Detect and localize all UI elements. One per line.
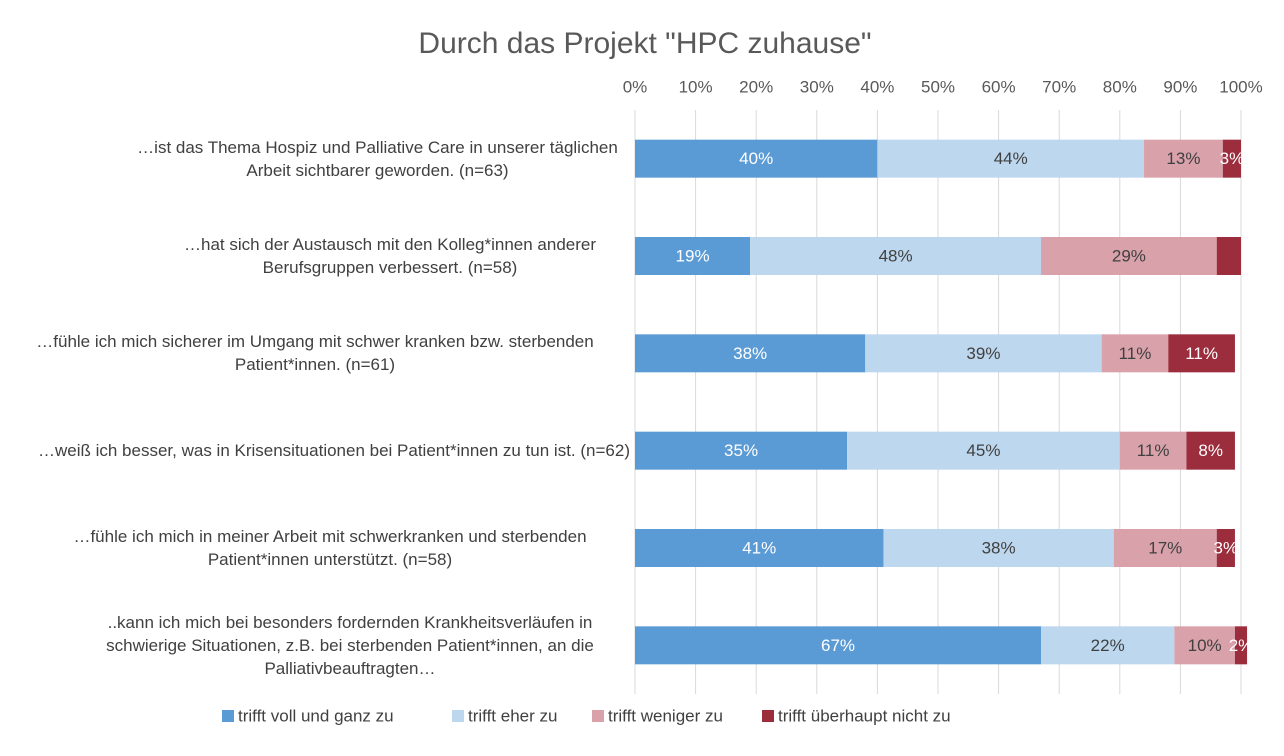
bar-segment bbox=[635, 626, 1042, 665]
bar-segment bbox=[750, 237, 1042, 275]
legend-label: trifft überhaupt nicht zu bbox=[778, 706, 951, 725]
x-tick-label: 50% bbox=[921, 77, 955, 96]
x-tick-label: 10% bbox=[679, 77, 713, 96]
data-label: 41% bbox=[742, 538, 776, 557]
category-label: …fühle ich mich sicherer im Umgang mit s… bbox=[36, 332, 594, 375]
bar-segment bbox=[1216, 237, 1241, 275]
bar-segment bbox=[1101, 334, 1169, 373]
data-label: 40% bbox=[739, 149, 773, 168]
data-label: 19% bbox=[676, 246, 710, 265]
category-label: …ist das Thema Hospiz und Palliative Car… bbox=[137, 137, 618, 180]
bar-segment bbox=[1144, 139, 1223, 178]
bar-segment bbox=[847, 431, 1120, 470]
x-tick-label: 0% bbox=[623, 77, 648, 96]
data-label: 13% bbox=[1166, 149, 1200, 168]
legend-label: trifft voll und ganz zu bbox=[238, 706, 394, 725]
chart-title: Durch das Projekt "HPC zuhause" bbox=[418, 27, 871, 60]
data-label: 11% bbox=[1137, 441, 1170, 460]
bar-segment bbox=[1222, 139, 1241, 178]
legend-swatch bbox=[452, 710, 464, 722]
data-label: 11% bbox=[1119, 344, 1152, 363]
data-label: 35% bbox=[724, 441, 758, 460]
data-label: 38% bbox=[733, 344, 767, 363]
bar-segment bbox=[1174, 626, 1235, 665]
bar-segment bbox=[1168, 334, 1235, 373]
category-label-box: …hat sich der Austausch mit den Kolleg*i… bbox=[150, 207, 630, 304]
category-label: …hat sich der Austausch mit den Kolleg*i… bbox=[183, 234, 597, 277]
data-label: 44% bbox=[994, 149, 1028, 168]
bar-segment bbox=[883, 529, 1114, 567]
x-tick-label: 100% bbox=[1219, 77, 1262, 96]
data-label: 48% bbox=[879, 246, 913, 265]
data-label: 2% bbox=[1229, 636, 1254, 655]
bar-segment bbox=[1119, 431, 1187, 470]
legend-swatch bbox=[592, 710, 604, 722]
bar-segment bbox=[1234, 626, 1248, 665]
bar-segment bbox=[1041, 626, 1175, 665]
x-tick-label: 80% bbox=[1103, 77, 1137, 96]
bar-segment bbox=[1041, 237, 1217, 275]
data-label: 3% bbox=[1214, 538, 1239, 557]
category-label-box: …fühle ich mich in meiner Arbeit mit sch… bbox=[30, 499, 630, 596]
data-label: 17% bbox=[1148, 538, 1182, 557]
bar-segment bbox=[635, 139, 878, 178]
data-label: 39% bbox=[966, 344, 1000, 363]
bar-segment bbox=[635, 334, 866, 373]
bar-segment bbox=[1113, 529, 1217, 567]
x-tick-label: 70% bbox=[1042, 77, 1076, 96]
category-label: …weiß ich besser, was in Krisensituation… bbox=[37, 441, 630, 460]
x-tick-label: 30% bbox=[800, 77, 834, 96]
data-label: 10% bbox=[1188, 636, 1222, 655]
bar-segment bbox=[1216, 529, 1235, 567]
category-label-box: …fühle ich mich sicherer im Umgang mit s… bbox=[0, 305, 630, 402]
data-label: 38% bbox=[982, 538, 1016, 557]
legend-swatch bbox=[222, 710, 234, 722]
data-label: 22% bbox=[1091, 636, 1125, 655]
data-label: 11% bbox=[1185, 344, 1218, 363]
data-label: 45% bbox=[966, 441, 1000, 460]
x-tick-label: 20% bbox=[739, 77, 773, 96]
category-label-box: ..kann ich mich bei besonders fordernden… bbox=[70, 597, 630, 694]
category-label: ..kann ich mich bei besonders fordernden… bbox=[106, 612, 594, 678]
legend-label: trifft eher zu bbox=[468, 706, 557, 725]
legend-label: trifft weniger zu bbox=[608, 706, 723, 725]
x-tick-label: 40% bbox=[860, 77, 894, 96]
bar-segment bbox=[1186, 431, 1235, 470]
bar-segment bbox=[865, 334, 1102, 373]
category-label-box: …ist das Thema Hospiz und Palliative Car… bbox=[125, 110, 630, 207]
bar-segment bbox=[877, 139, 1145, 178]
data-label: 29% bbox=[1112, 246, 1146, 265]
x-tick-label: 90% bbox=[1163, 77, 1197, 96]
legend-swatch bbox=[762, 710, 774, 722]
bar-segment bbox=[635, 529, 884, 567]
data-label: 3% bbox=[1220, 149, 1245, 168]
data-label: 8% bbox=[1198, 441, 1223, 460]
data-label: 67% bbox=[821, 636, 855, 655]
x-tick-label: 60% bbox=[982, 77, 1016, 96]
bar-segment bbox=[635, 431, 848, 470]
category-label: …fühle ich mich in meiner Arbeit mit sch… bbox=[73, 526, 587, 569]
bar-segment bbox=[635, 237, 751, 275]
category-label-box: …weiß ich besser, was in Krisensituation… bbox=[38, 402, 630, 499]
